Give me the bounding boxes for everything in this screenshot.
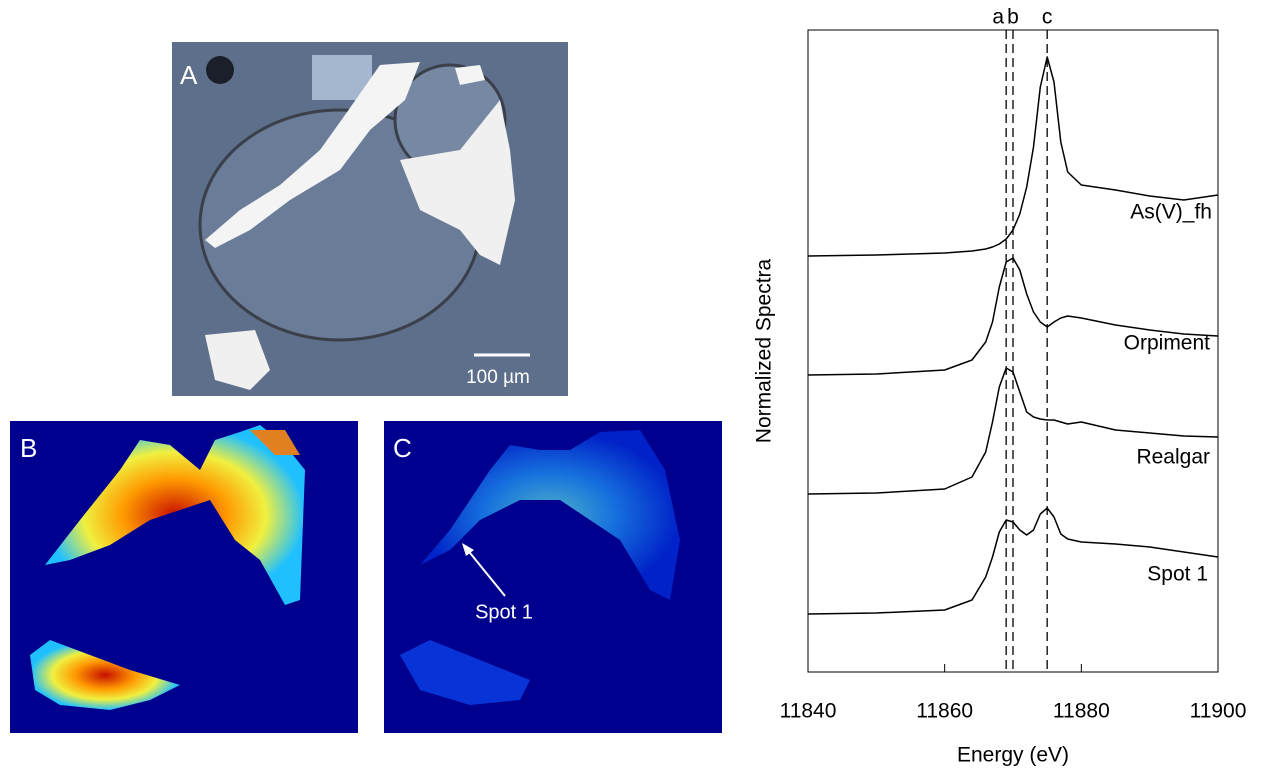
hot-region xyxy=(45,425,305,605)
series-label: Realgar xyxy=(1136,446,1210,469)
hole xyxy=(206,56,234,84)
x-tick-label: 11860 xyxy=(916,700,973,723)
spectrum-line xyxy=(807,507,1219,615)
spectra-chart: Energy (eV) Normalized Spectra 11840 1186… xyxy=(753,6,1247,767)
mineral-grain xyxy=(205,62,420,248)
reference-label: c xyxy=(1042,6,1053,29)
x-tick-label: 11880 xyxy=(1053,700,1110,723)
panel-label: C xyxy=(393,433,412,463)
reference-label: a xyxy=(992,6,1004,29)
reference-label: b xyxy=(1007,6,1019,29)
annotation: Spot 1 xyxy=(475,601,533,623)
signal-region xyxy=(420,430,680,600)
hot-region xyxy=(30,640,180,710)
hot-region xyxy=(250,430,300,455)
micrograph-panel: 100 µm A xyxy=(172,42,568,396)
y-axis-label: Normalized Spectra xyxy=(753,258,776,443)
signal-region xyxy=(400,640,530,705)
mineral-grain xyxy=(400,100,515,265)
spectrum-line xyxy=(807,367,1219,495)
annotation-arrow xyxy=(465,547,506,597)
series-label: As(V)_fh xyxy=(1130,201,1212,224)
panel-label: B xyxy=(20,433,37,463)
x-tick-label: 11840 xyxy=(780,700,837,723)
series-label: Orpiment xyxy=(1124,332,1211,355)
series-label: Spot 1 xyxy=(1147,563,1208,586)
x-axis-label: Energy (eV) xyxy=(957,744,1069,767)
spectrum-line xyxy=(807,257,1219,376)
arrow-head xyxy=(462,543,474,556)
mineral-grain xyxy=(455,65,485,85)
x-tick-label: 11900 xyxy=(1190,700,1247,723)
spectrum-line xyxy=(807,56,1219,257)
map-panel: Spot 1 C xyxy=(384,421,722,733)
map-panel: B xyxy=(10,421,358,733)
mineral-grain xyxy=(205,330,270,390)
panel-label: A xyxy=(180,60,198,90)
scale-bar-label: 100 µm xyxy=(466,367,530,388)
